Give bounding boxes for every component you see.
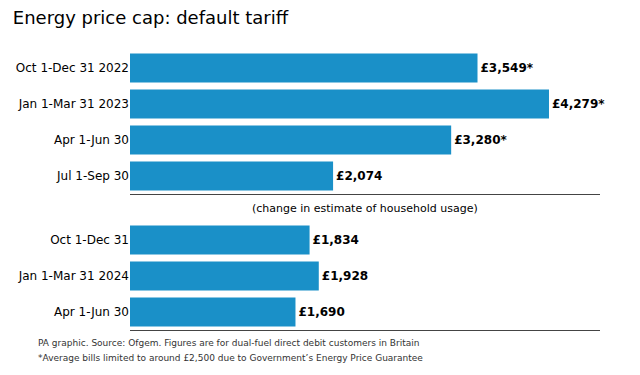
svg-text:Apr 1-Jun 30: Apr 1-Jun 30 (54, 305, 129, 319)
svg-text:Jan 1-Mar 31 2024: Jan 1-Mar 31 2024 (18, 269, 129, 283)
svg-text:£2,074: £2,074 (336, 169, 382, 183)
svg-text:£3,549*: £3,549* (481, 61, 534, 75)
svg-text:£1,834: £1,834 (313, 233, 359, 247)
svg-text:Oct 1-Dec 31 2022: Oct 1-Dec 31 2022 (16, 61, 129, 75)
svg-text:£4,279*: £4,279* (552, 97, 605, 111)
svg-text:Jul 1-Sep 30: Jul 1-Sep 30 (56, 169, 129, 183)
svg-text:(change in estimate of househo: (change in estimate of household usage) (252, 202, 478, 215)
svg-text:*Average bills limited to arou: *Average bills limited to around £2,500 … (38, 353, 423, 363)
svg-text:Jan 1-Mar 31 2023: Jan 1-Mar 31 2023 (18, 97, 129, 111)
svg-text:£3,280*: £3,280* (454, 133, 507, 147)
svg-text:Apr 1-Jun 30: Apr 1-Jun 30 (54, 133, 129, 147)
svg-text:Energy price cap: default tari: Energy price cap: default tariff (13, 7, 289, 28)
svg-text:£1,690: £1,690 (298, 305, 344, 319)
svg-text:PA graphic. Source: Ofgem. Fig: PA graphic. Source: Ofgem. Figures are f… (38, 338, 419, 348)
svg-text:Oct 1-Dec 31: Oct 1-Dec 31 (50, 233, 129, 247)
svg-text:£1,928: £1,928 (322, 269, 368, 283)
